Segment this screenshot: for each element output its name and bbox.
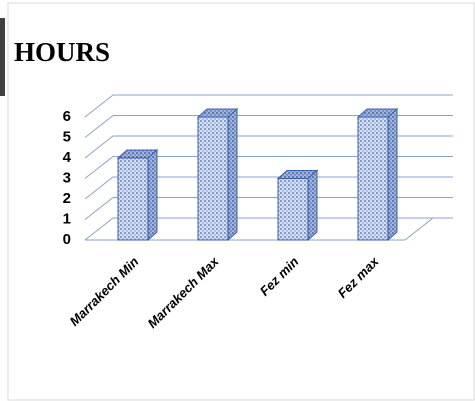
x-tick-label: Marrakech Max xyxy=(145,253,223,331)
floor-line xyxy=(85,217,434,241)
grid-line xyxy=(84,156,453,179)
x-tick-label: Fez min xyxy=(257,254,302,299)
grid-line xyxy=(84,115,453,138)
bar-face xyxy=(147,148,158,242)
bar xyxy=(116,148,159,242)
x-tick-label: Fez max xyxy=(335,253,382,300)
bar-face xyxy=(117,157,149,241)
bar-face xyxy=(227,107,238,242)
y-tick-label: 6 xyxy=(63,108,71,125)
grid-line xyxy=(84,135,453,159)
chart-title: HOURS xyxy=(14,37,110,67)
grid-line xyxy=(84,197,453,220)
x-tick-label: Marrakech Min xyxy=(67,254,142,329)
bar-face xyxy=(277,178,309,241)
y-tick-label: 3 xyxy=(63,169,71,186)
y-tick-label: 0 xyxy=(63,231,71,248)
bar-face xyxy=(387,107,398,242)
side-marker xyxy=(0,18,5,96)
grid-line xyxy=(84,217,453,241)
y-tick-label: 5 xyxy=(63,128,71,145)
bar xyxy=(276,169,319,242)
bar-face xyxy=(307,169,318,242)
bar-face xyxy=(357,116,389,241)
grid-line xyxy=(84,94,453,118)
y-tick-label: 4 xyxy=(63,149,72,166)
y-tick-label: 2 xyxy=(63,190,71,207)
bar xyxy=(356,107,399,242)
bar xyxy=(196,107,239,242)
bar-face xyxy=(197,116,229,241)
y-tick-label: 1 xyxy=(63,210,71,227)
chart-frame xyxy=(7,2,475,401)
grid-line xyxy=(84,176,453,200)
